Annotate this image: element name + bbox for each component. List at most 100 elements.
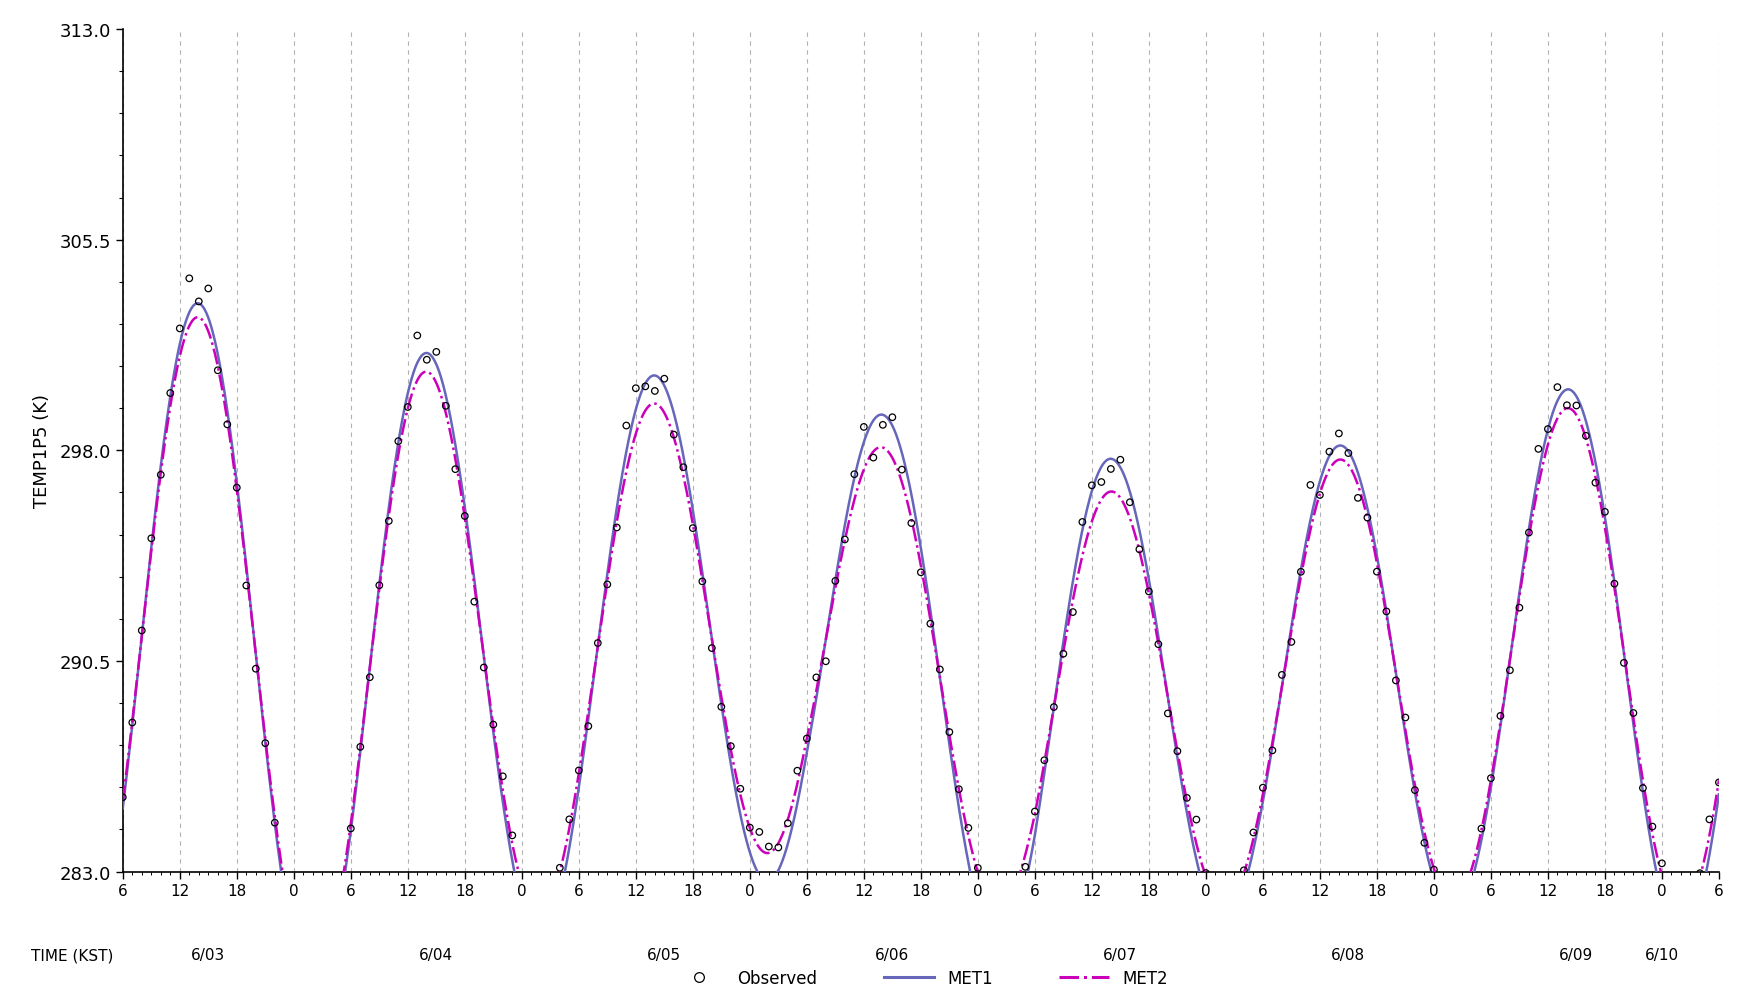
- Point: [479, 716, 507, 732]
- Point: [1610, 655, 1638, 671]
- Point: [147, 467, 175, 483]
- Point: [1305, 487, 1335, 503]
- Point: [165, 321, 195, 337]
- Point: [1249, 780, 1277, 796]
- Point: [279, 934, 309, 950]
- Point: [1182, 812, 1210, 828]
- Point: [1401, 783, 1430, 799]
- Y-axis label: TEMP1P5 (K): TEMP1P5 (K): [33, 394, 51, 508]
- Point: [223, 480, 251, 496]
- Point: [1116, 495, 1144, 511]
- Point: [859, 450, 888, 466]
- Point: [640, 384, 668, 400]
- Point: [1354, 510, 1382, 526]
- Point: [1268, 667, 1296, 683]
- Point: [1421, 862, 1449, 878]
- Point: [1430, 889, 1458, 905]
- Text: 6/09: 6/09: [1559, 948, 1594, 963]
- Point: [1193, 865, 1221, 881]
- Point: [1201, 880, 1230, 896]
- Point: [517, 910, 545, 926]
- Point: [982, 908, 1010, 924]
- Point: [1505, 600, 1533, 616]
- Point: [109, 790, 137, 806]
- Point: [849, 420, 877, 436]
- Point: [195, 282, 223, 298]
- Point: [935, 724, 963, 740]
- Point: [821, 573, 849, 589]
- Point: [1173, 791, 1201, 807]
- Point: [356, 669, 384, 685]
- Point: [1391, 709, 1419, 725]
- Point: [431, 399, 460, 415]
- Point: [1666, 888, 1694, 904]
- Point: [840, 467, 868, 483]
- Point: [289, 969, 317, 985]
- Point: [1619, 705, 1647, 721]
- Text: 6/06: 6/06: [875, 948, 910, 963]
- Point: [184, 295, 212, 311]
- Point: [509, 879, 537, 895]
- Point: [1012, 859, 1040, 875]
- Point: [137, 531, 165, 547]
- Point: [261, 815, 289, 831]
- Point: [603, 520, 631, 536]
- Point: [1658, 897, 1686, 913]
- Point: [1154, 705, 1182, 721]
- Point: [384, 434, 412, 450]
- Point: [1449, 879, 1477, 895]
- Point: [1705, 775, 1733, 791]
- Text: TIME (KST): TIME (KST): [32, 948, 114, 963]
- Point: [916, 616, 944, 632]
- Point: [1552, 398, 1580, 414]
- Point: [1163, 743, 1191, 760]
- Point: [442, 462, 470, 478]
- Point: [1049, 646, 1077, 662]
- Point: [1096, 462, 1124, 478]
- Point: [1324, 426, 1352, 442]
- Point: [545, 860, 574, 876]
- Point: [1030, 753, 1058, 769]
- Point: [1524, 442, 1552, 458]
- Point: [679, 521, 707, 537]
- Point: [973, 883, 1002, 899]
- Text: 6/05: 6/05: [647, 948, 681, 963]
- Point: [128, 623, 156, 639]
- Point: [754, 839, 782, 855]
- Point: [242, 661, 270, 677]
- Point: [670, 460, 698, 476]
- Point: [1638, 819, 1666, 835]
- Point: [651, 372, 679, 388]
- Point: [1363, 564, 1391, 580]
- Point: [1600, 576, 1628, 592]
- Point: [251, 735, 279, 752]
- Point: [707, 699, 735, 715]
- Point: [1230, 863, 1258, 879]
- Point: [537, 900, 565, 916]
- Point: [926, 661, 954, 677]
- Point: [1221, 899, 1249, 915]
- Point: [1496, 662, 1524, 678]
- Point: [831, 532, 859, 548]
- Point: [375, 513, 403, 529]
- Point: [1002, 875, 1030, 891]
- Point: [954, 820, 982, 836]
- Point: [1696, 812, 1724, 828]
- Point: [1021, 804, 1049, 820]
- Point: [612, 418, 640, 434]
- Point: [328, 891, 356, 907]
- Point: [1629, 781, 1658, 797]
- Point: [317, 924, 346, 940]
- Point: [556, 812, 584, 828]
- Point: [232, 578, 260, 594]
- Point: [745, 824, 774, 840]
- Point: [1240, 825, 1268, 841]
- Point: [1686, 866, 1714, 882]
- Point: [1077, 478, 1107, 494]
- Point: [1410, 835, 1438, 851]
- Point: [460, 594, 488, 610]
- Point: [1677, 892, 1705, 908]
- Point: [1210, 898, 1238, 914]
- Point: [784, 763, 812, 779]
- Point: [412, 353, 440, 369]
